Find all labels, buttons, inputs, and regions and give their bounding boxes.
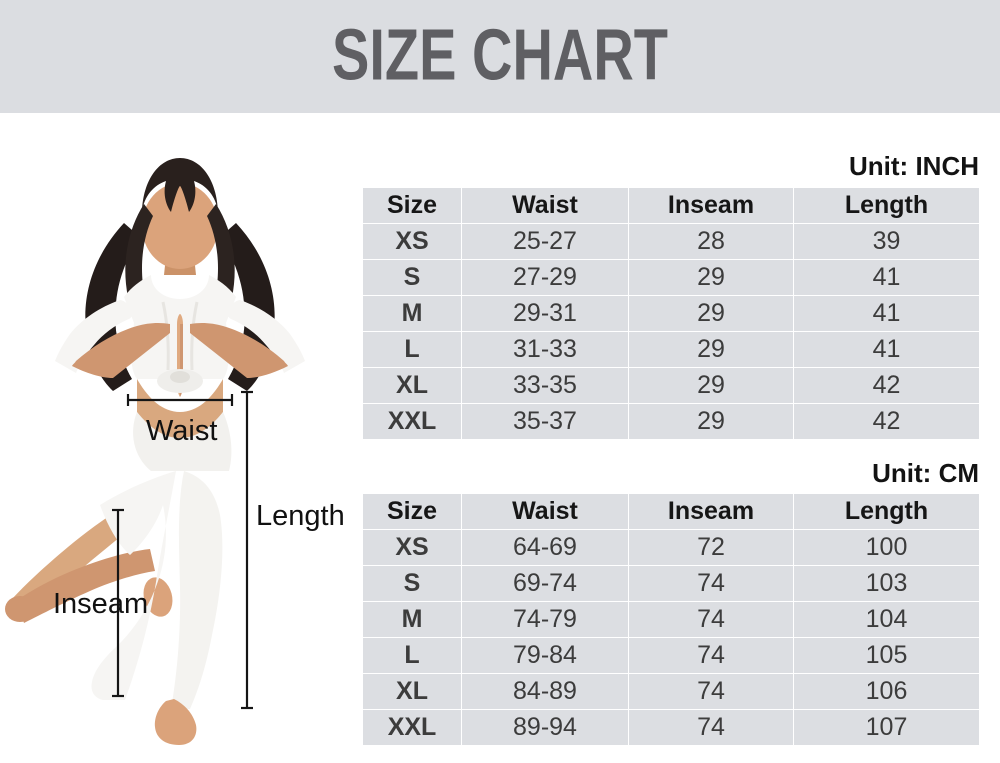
svg-text:Inseam: Inseam — [53, 588, 148, 620]
svg-text:Length: Length — [256, 500, 345, 532]
svg-text:Waist: Waist — [146, 415, 217, 447]
